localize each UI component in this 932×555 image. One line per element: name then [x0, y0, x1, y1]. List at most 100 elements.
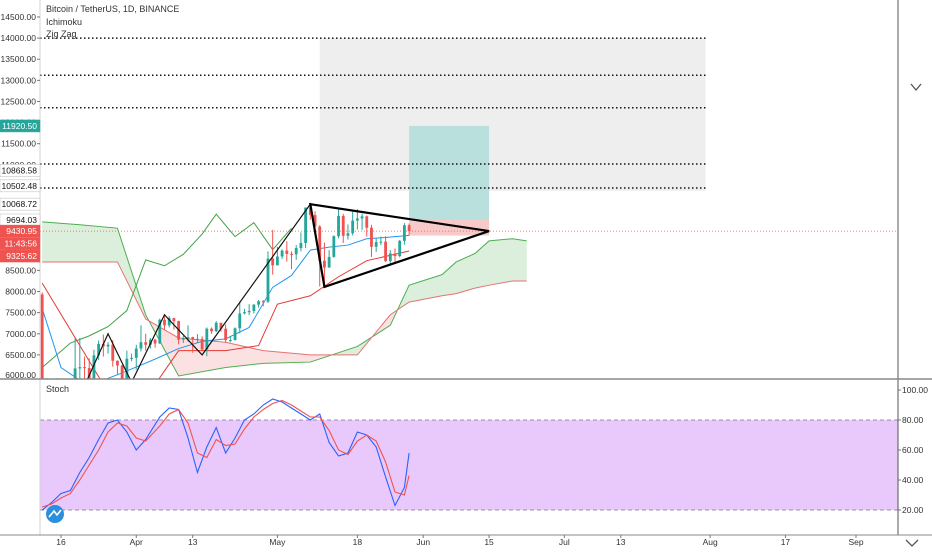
- candle-body: [407, 225, 411, 232]
- candle-body: [360, 216, 364, 219]
- candle-body: [327, 256, 331, 268]
- candle-body: [280, 250, 284, 257]
- candle-body: [125, 358, 129, 379]
- candle-body: [379, 241, 383, 243]
- time-tick-label: Apr: [130, 537, 143, 547]
- price-badge-label: 10502.48: [2, 181, 38, 191]
- candle-body: [196, 338, 199, 340]
- candle-body: [323, 260, 326, 268]
- candle-body: [83, 367, 86, 369]
- candle-body: [332, 236, 336, 257]
- candle-body: [148, 339, 152, 345]
- candle-body: [87, 367, 91, 379]
- candle-body: [214, 322, 218, 332]
- candle-body: [384, 241, 387, 262]
- price-badge: [0, 249, 41, 263]
- kijun-line: [41, 250, 410, 379]
- candle-body: [374, 242, 378, 247]
- symbol-title[interactable]: Bitcoin / TetherUS, 1D, BINANCE: [46, 4, 180, 14]
- logo-circle: [46, 505, 64, 523]
- stoch-tick-label: 80.00: [902, 415, 924, 425]
- time-tick-label: 16: [56, 537, 66, 547]
- settings-icon: [905, 539, 919, 547]
- target-box: [409, 125, 490, 220]
- candle-body: [106, 344, 110, 347]
- candle-body: [55, 404, 58, 412]
- settings-icon: [910, 83, 922, 92]
- tradingview-logo-icon: [46, 505, 64, 523]
- candle-body: [158, 319, 162, 344]
- ichimoku-legend[interactable]: Ichimoku: [46, 17, 83, 27]
- price-badge-label: 11920.50: [2, 121, 37, 131]
- stoch-tick-label: 20.00: [902, 505, 924, 515]
- price-badge: [0, 179, 41, 193]
- candle-body: [181, 338, 185, 340]
- candle-body: [172, 318, 176, 322]
- stoch-band: [40, 420, 898, 510]
- candle-body: [210, 328, 213, 332]
- price-tick-label: 12500.00: [1, 96, 37, 106]
- candle-body: [355, 218, 359, 221]
- price-badge-label: 9325.62: [6, 251, 37, 261]
- tenkan-line: [41, 234, 410, 379]
- zigzag-legend[interactable]: Zig Zag: [46, 29, 77, 39]
- candle-body: [290, 253, 293, 255]
- price-badge: [0, 197, 41, 211]
- candle-body: [224, 328, 228, 341]
- candle-body: [341, 215, 345, 236]
- candle-body: [402, 225, 406, 241]
- candle-body: [205, 328, 209, 350]
- time-tick-label: 13: [188, 537, 198, 547]
- price-badge-label: 10868.58: [2, 165, 38, 175]
- candle-body: [337, 215, 340, 237]
- kumo-bull: [397, 238, 527, 310]
- candle-body: [153, 339, 157, 344]
- price-badge-label: 10068.72: [2, 199, 38, 209]
- time-tick-label: 18: [353, 537, 363, 547]
- price-tick-label: 8500.00: [5, 265, 36, 275]
- candle-body: [252, 304, 256, 311]
- candle-body: [388, 253, 392, 262]
- candle-body: [120, 365, 124, 379]
- stoch-tick-label: 100.00: [902, 385, 928, 395]
- time-tick-label: Jun: [416, 537, 430, 547]
- senkou-span-b-line: [42, 261, 527, 356]
- candle-body: [69, 401, 72, 405]
- time-tick-label: 15: [484, 537, 494, 547]
- candle-body: [365, 216, 369, 228]
- candle-body: [116, 360, 119, 366]
- candle-body: [139, 342, 143, 349]
- candle-body: [64, 406, 67, 418]
- price-tick-label: 14000.00: [1, 33, 37, 43]
- candle-body: [393, 253, 397, 257]
- time-tick-label: 17: [781, 537, 791, 547]
- candle-body: [370, 227, 373, 247]
- settings-icon-shape: [910, 83, 922, 92]
- stoch-d-line: [42, 399, 410, 508]
- chikou-line: [41, 213, 292, 368]
- stop-box: [409, 219, 490, 236]
- time-tick-label: 13: [616, 537, 626, 547]
- price-tick-label: 7000.00: [5, 329, 36, 339]
- zone-box: [319, 38, 706, 192]
- candle-body: [163, 319, 166, 326]
- candle-body: [200, 338, 204, 350]
- candle-body: [191, 337, 195, 340]
- kumo-bear: [371, 309, 398, 338]
- price-badge-label: 9694.03: [6, 215, 37, 225]
- candle-body: [346, 233, 350, 236]
- price-tick-label: 6500.00: [5, 350, 36, 360]
- candle-body: [299, 242, 303, 249]
- settings-icon-shape: [905, 539, 919, 547]
- candle-body: [134, 348, 138, 358]
- stoch-legend[interactable]: Stoch: [46, 384, 70, 394]
- triangle-pattern: [308, 202, 490, 289]
- candle-body: [247, 310, 251, 313]
- candle-body: [167, 318, 171, 326]
- candle-body: [271, 258, 275, 266]
- candle-body: [144, 342, 148, 345]
- candle-body: [243, 312, 246, 314]
- candle-body: [285, 250, 289, 254]
- candle-body: [238, 313, 242, 329]
